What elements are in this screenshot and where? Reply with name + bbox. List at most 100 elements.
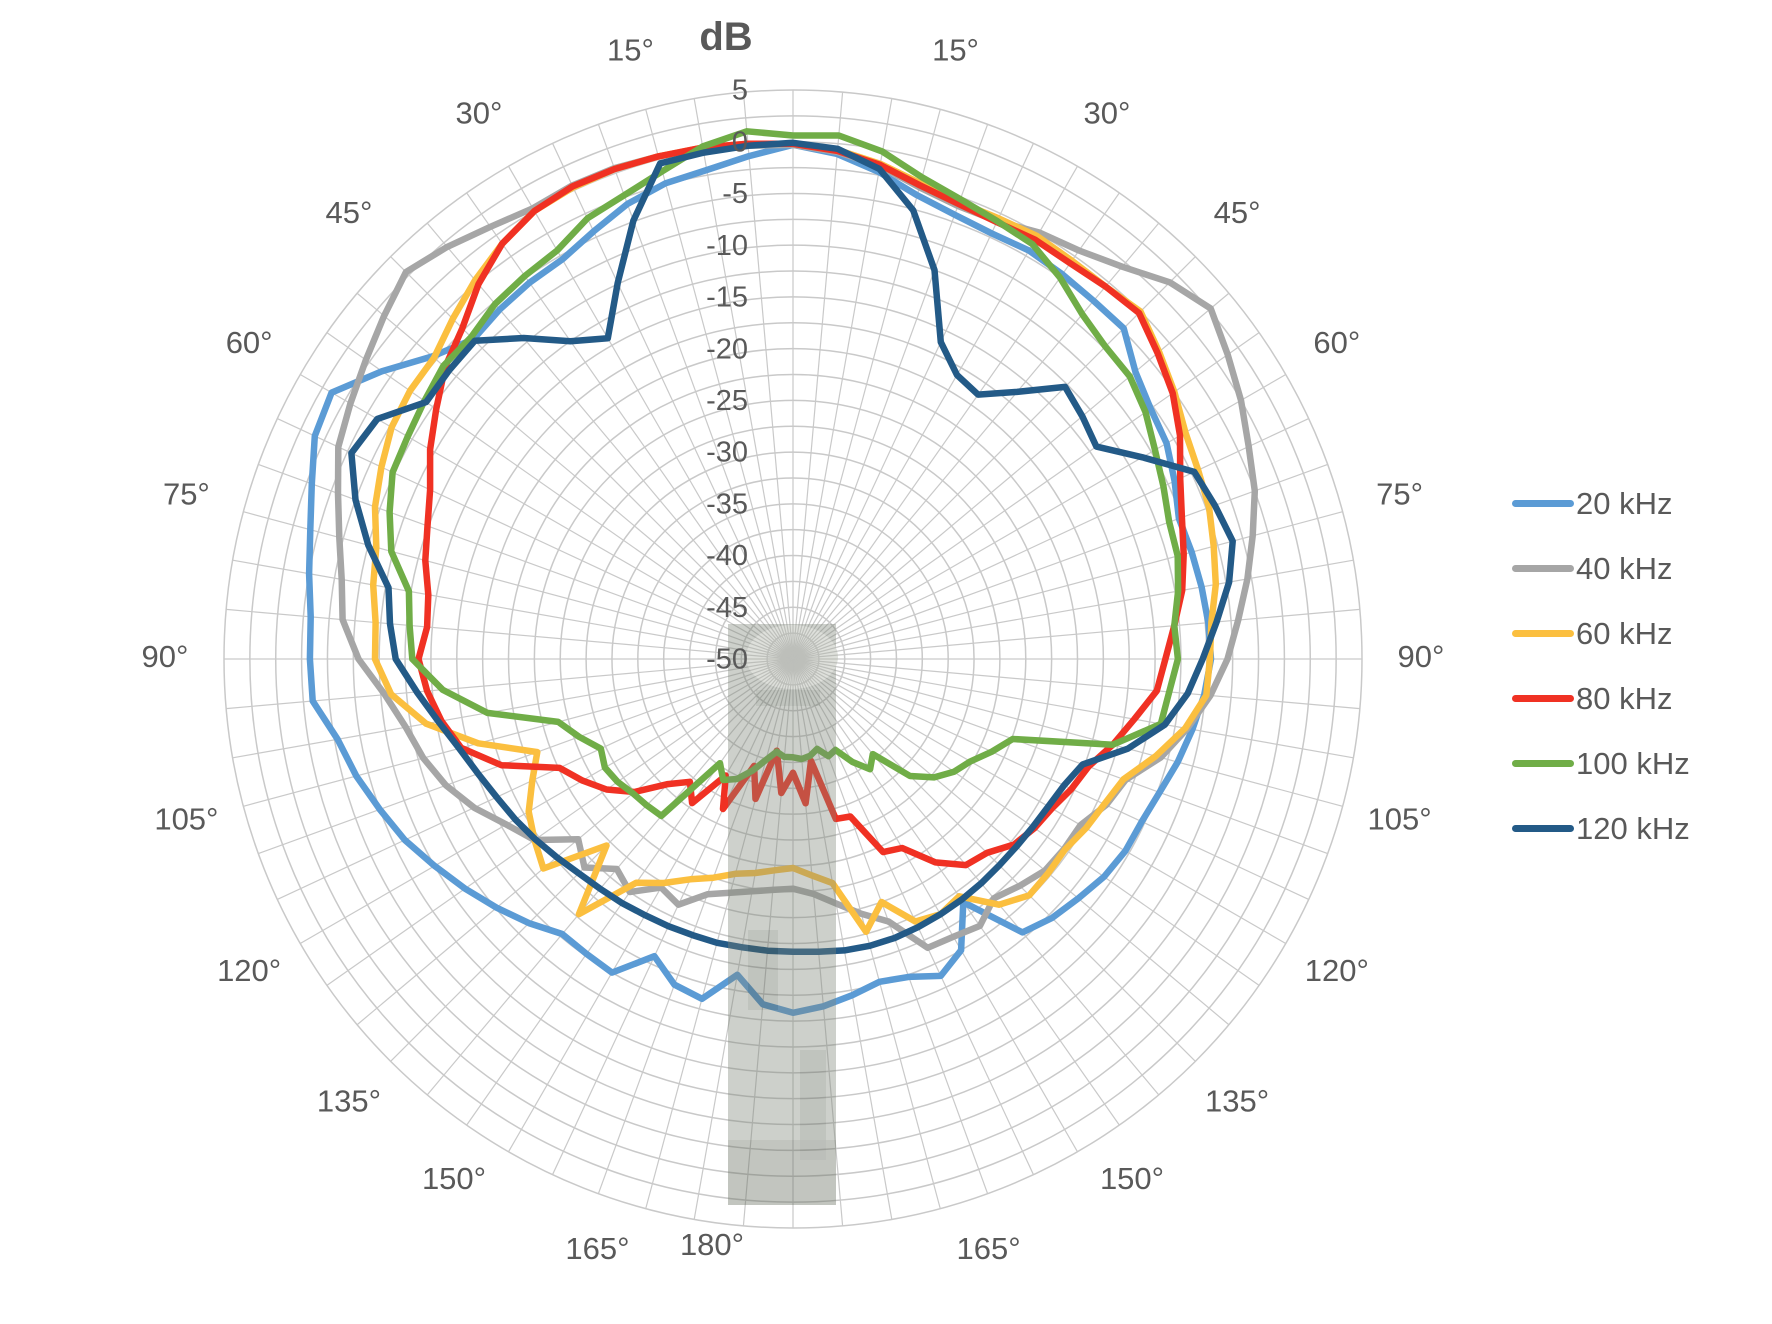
angle-label-165-right: 165°	[956, 1231, 1020, 1266]
series-120-khz-line	[348, 139, 1236, 956]
angle-label-120-right: 120°	[1305, 953, 1369, 988]
grid-spoke	[792, 463, 1328, 660]
grid-spoke	[507, 165, 794, 660]
grid-spoke	[792, 256, 1196, 660]
radial-tick-label: -40	[706, 540, 748, 572]
legend-item-80-khz: 80 kHz	[1512, 680, 1690, 716]
legend-swatch	[1512, 825, 1574, 832]
radial-tick-label: -5	[722, 178, 748, 210]
angle-label-165-left: 165°	[565, 1231, 629, 1266]
polar-grid	[223, 89, 1363, 1229]
grid-spoke	[742, 92, 794, 660]
angle-label-15-right: 15°	[932, 33, 979, 68]
radial-tick-label: 5	[732, 75, 748, 107]
grid-spoke	[792, 658, 1287, 945]
radial-tick-label: -10	[706, 230, 748, 262]
radial-tick-label: -30	[706, 437, 748, 469]
grid-spoke	[792, 658, 1309, 901]
radial-axis-title: dB	[699, 15, 752, 59]
grid-spoke	[792, 658, 1328, 855]
grid-spoke	[792, 559, 1354, 660]
angle-label-30-right: 30°	[1084, 95, 1131, 130]
legend-swatch	[1512, 500, 1574, 507]
grid-spoke	[792, 658, 844, 1226]
device-photo-overlay	[728, 624, 838, 1205]
device-base	[728, 1140, 836, 1205]
radial-tick-label: -20	[706, 333, 748, 365]
grid-spoke	[792, 373, 1287, 660]
grid-spoke	[792, 658, 1079, 1153]
legend-label: 20 kHz	[1576, 485, 1673, 521]
angle-label-45-left: 45°	[325, 195, 372, 230]
radial-tick-label: -25	[706, 385, 748, 417]
series-100-khz-line	[386, 128, 1182, 820]
radial-tick-label: -50	[706, 644, 748, 676]
angle-label-150-left: 150°	[422, 1161, 486, 1196]
legend-label: 40 kHz	[1576, 550, 1673, 586]
grid-spoke	[551, 658, 794, 1175]
grid-spoke	[792, 658, 1360, 710]
angle-label-105-right: 105°	[1368, 802, 1432, 837]
grid-spoke	[645, 658, 794, 1209]
grid-spoke	[792, 332, 1260, 660]
grid-spoke	[792, 658, 1196, 1062]
angle-label-30-left: 30°	[456, 95, 503, 130]
angle-label-105-left: 105°	[154, 802, 218, 837]
grid-spoke	[792, 658, 1343, 807]
grid-spoke	[792, 143, 1035, 660]
grid-spoke	[226, 658, 794, 710]
grid-spoke	[390, 658, 794, 1062]
angle-label-60-left: 60°	[226, 325, 273, 360]
legend-swatch	[1512, 760, 1574, 767]
legend-item-60-khz: 60 kHz	[1512, 616, 1690, 651]
device-detail-strip	[800, 1050, 826, 1160]
grid-spoke	[792, 658, 1230, 1026]
grid-spoke	[597, 124, 794, 660]
grid-spoke	[426, 658, 794, 1096]
grid-spoke	[426, 222, 794, 660]
axis-labels: 5 0 -5 -10 -15 -20 -25 -30 -35 -40 -45 -50 dB 15° 15° 3…	[142, 15, 1445, 1266]
radial-tick-label: 0	[732, 126, 748, 158]
grid-spoke	[466, 192, 794, 660]
grid-spoke	[792, 658, 1354, 759]
grid-spoke	[693, 98, 794, 660]
grid-spoke	[792, 658, 1120, 1126]
angle-label-75-right: 75°	[1376, 477, 1423, 512]
grid-spoke	[232, 658, 794, 759]
legend-label: 100 kHz	[1576, 745, 1690, 781]
grid-spoke	[792, 92, 844, 660]
grid-spoke	[326, 332, 794, 660]
legend-swatch	[1512, 695, 1574, 702]
grid-spoke	[645, 109, 794, 660]
grid-spoke	[258, 463, 794, 660]
grid-spoke	[792, 417, 1309, 660]
grid-spoke	[390, 256, 794, 660]
angle-label-135-right: 135°	[1205, 1083, 1269, 1118]
grid-spoke	[507, 658, 794, 1153]
legend-label: 120 kHz	[1576, 810, 1690, 846]
angle-label-60-right: 60°	[1313, 325, 1360, 360]
grid-spoke	[226, 608, 794, 660]
legend-item-120-khz: 120 kHz	[1512, 810, 1690, 846]
grid-spoke	[299, 373, 794, 660]
grid-spoke	[792, 608, 1360, 660]
angle-label-180: 180°	[680, 1227, 744, 1262]
chart-legend: 20 kHz 40 kHz 60 kHz 80 kHz 100 kHz 120 kHz	[1512, 485, 1690, 877]
device-pole	[728, 624, 836, 1205]
legend-swatch	[1512, 565, 1574, 572]
grid-spoke	[258, 658, 794, 855]
angle-label-90-left: 90°	[142, 639, 189, 674]
legend-item-40-khz: 40 kHz	[1512, 550, 1690, 586]
grid-spoke	[792, 192, 1120, 660]
radial-tick-label: -15	[706, 282, 748, 314]
grid-spoke	[792, 658, 1160, 1096]
legend-label: 80 kHz	[1576, 680, 1673, 716]
grid-spoke	[232, 559, 794, 660]
angle-label-120-left: 120°	[217, 953, 281, 988]
grid-spoke	[277, 417, 794, 660]
grid-spoke	[326, 658, 794, 986]
device-detail-slot	[756, 690, 820, 706]
angle-label-135-left: 135°	[317, 1083, 381, 1118]
legend-item-100-khz: 100 kHz	[1512, 745, 1690, 781]
